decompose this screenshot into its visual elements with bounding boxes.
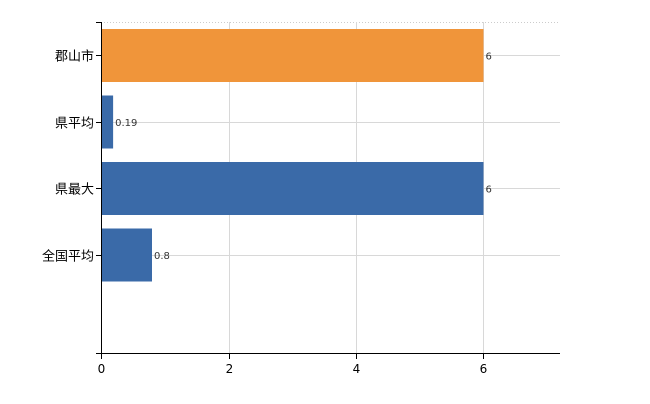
category-label: 全国平均 <box>42 249 94 265</box>
category-label: 県最大 <box>55 183 94 198</box>
category-label: 郡山市 <box>55 49 94 65</box>
bar-value-label: 0.8 <box>154 251 170 262</box>
bar[interactable] <box>101 95 114 149</box>
bar-value-label: 0.19 <box>115 118 137 129</box>
x-tick-label: 2 <box>226 362 234 376</box>
category-label: 県平均 <box>55 117 94 132</box>
bar[interactable] <box>101 162 484 215</box>
bar-value-label: 6 <box>486 185 492 196</box>
bar-value-label: 6 <box>486 52 492 63</box>
bar[interactable] <box>101 29 484 82</box>
x-tick-label: 0 <box>98 362 106 376</box>
x-tick-label: 6 <box>480 362 488 376</box>
x-tick-label: 4 <box>353 362 361 376</box>
bars <box>101 29 484 282</box>
bar[interactable] <box>101 228 152 282</box>
value-labels: 6 0.19 6 0.8 <box>115 52 492 263</box>
